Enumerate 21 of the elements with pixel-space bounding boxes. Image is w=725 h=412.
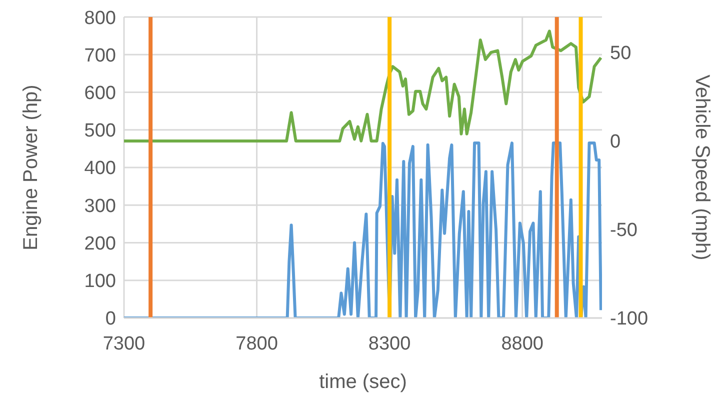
y-tick-label: 500	[84, 120, 116, 142]
line-series	[124, 30, 602, 142]
y-tick-label: 0	[105, 308, 116, 330]
y2-tick-label: 0	[610, 132, 621, 153]
y-axis-title: Engine Power (hp)	[20, 84, 42, 250]
y-tick-label: 600	[84, 82, 116, 104]
x-tick-label: 8800	[501, 333, 544, 354]
y-tick-label: 700	[84, 45, 116, 66]
y2-axis-title: Vehicle Speed (mph)	[690, 74, 713, 260]
y-tick-label: 200	[84, 233, 116, 254]
y2-tick-label: 50	[610, 43, 632, 64]
y2-tick-label: -50	[610, 220, 638, 242]
x-tick-label: 8300	[368, 333, 411, 354]
y-tick-label: 300	[84, 196, 116, 217]
y2-tick-label: -100	[610, 308, 648, 330]
x-tick-label: 7300	[102, 333, 146, 354]
x-tick-label: 7800	[236, 333, 278, 354]
y-tick-label: 800	[84, 8, 116, 29]
x-axis-title: time (sec)	[319, 371, 407, 393]
y-tick-label: 400	[84, 158, 116, 180]
y-tick-label: 100	[84, 271, 116, 292]
